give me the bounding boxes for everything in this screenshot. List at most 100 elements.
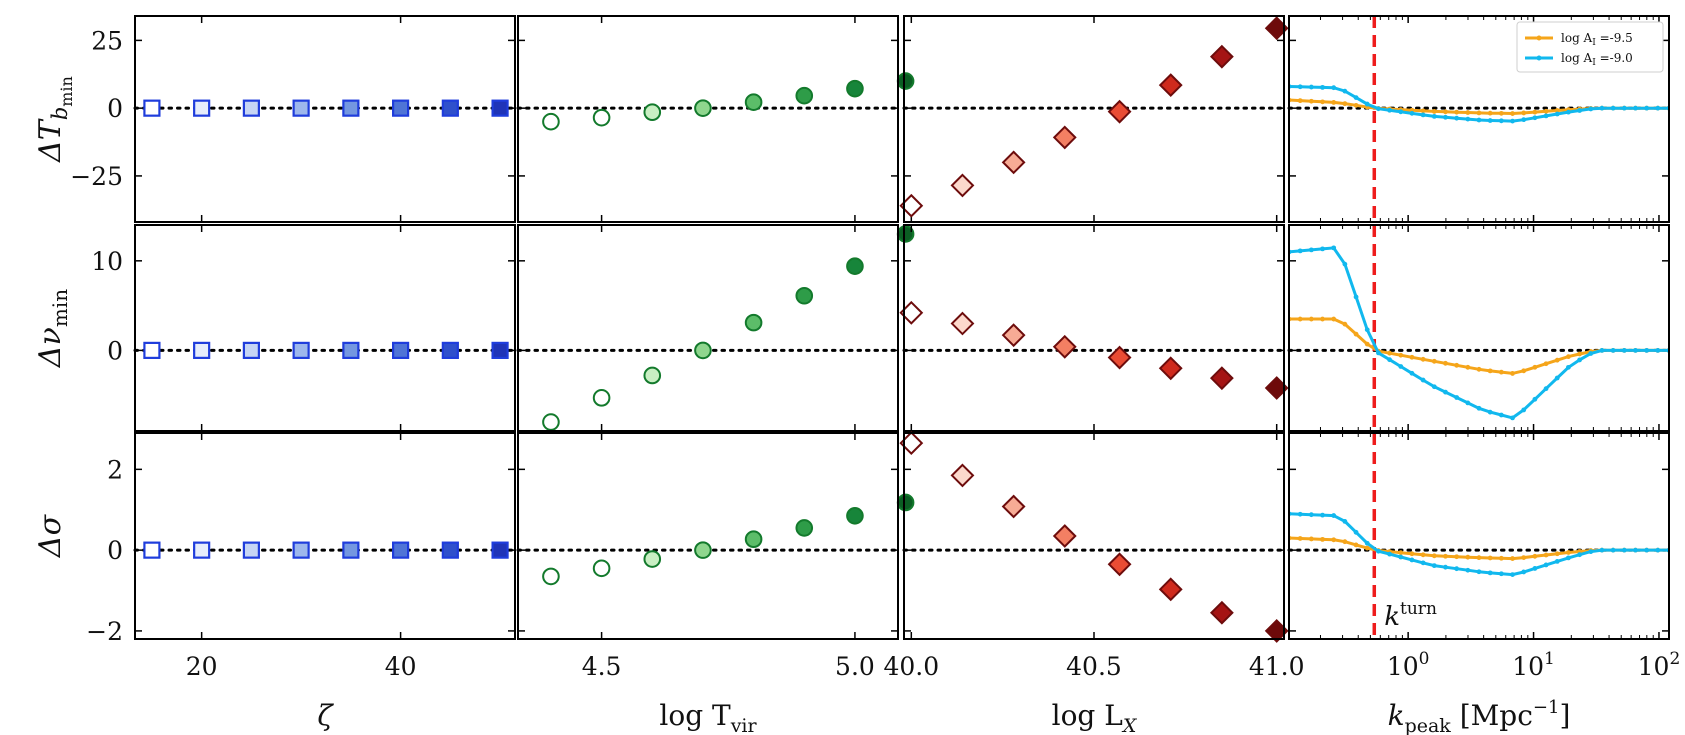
curve-point-a90 bbox=[1431, 384, 1437, 390]
panel-frame bbox=[1288, 224, 1670, 432]
curve-point-a90 bbox=[1320, 512, 1325, 518]
curve-point-a95 bbox=[1476, 366, 1482, 372]
x-tick-label: 40 bbox=[385, 652, 417, 681]
curve-point-a95 bbox=[1543, 552, 1549, 558]
panel-frame bbox=[1288, 432, 1670, 640]
panel-frame bbox=[517, 224, 899, 432]
panel-dT-lx bbox=[899, 15, 1289, 223]
x-tick-label: 102 bbox=[1638, 649, 1681, 681]
curve-point-a95 bbox=[1554, 551, 1560, 557]
curve-point-a90 bbox=[1387, 551, 1392, 557]
data-point-diamond bbox=[1107, 99, 1132, 124]
y-axis-label: ΔTbmin bbox=[33, 76, 76, 163]
data-point-square bbox=[193, 341, 211, 359]
data-point-circle bbox=[542, 112, 560, 131]
data-point-circle bbox=[744, 313, 763, 332]
curve-point-a90 bbox=[1498, 412, 1504, 418]
data-point-circle bbox=[896, 72, 915, 90]
data-point-diamond bbox=[1158, 356, 1183, 381]
curve-point-a95 bbox=[1521, 368, 1527, 374]
curve-point-a90 bbox=[1577, 108, 1582, 113]
y-tick-label: 2 bbox=[107, 455, 123, 484]
data-point-square bbox=[441, 541, 459, 559]
data-point-square bbox=[441, 341, 459, 359]
curve-point-a90 bbox=[1644, 105, 1650, 111]
curve-point-a90 bbox=[1443, 389, 1448, 395]
legend-swatch-marker bbox=[1536, 35, 1542, 41]
curve-point-a95 bbox=[1364, 341, 1370, 347]
panel-frame bbox=[1288, 15, 1670, 223]
curve-point-a95 bbox=[1331, 537, 1337, 543]
data-point-square bbox=[491, 341, 509, 359]
curve-point-a90 bbox=[1331, 85, 1337, 91]
curve-point-a90 bbox=[1476, 117, 1482, 123]
curve-point-a90 bbox=[1655, 547, 1661, 553]
panel-frame bbox=[903, 15, 1285, 223]
curve-point-a90 bbox=[1588, 106, 1594, 112]
curve-point-a95 bbox=[1465, 110, 1471, 115]
y-tick-label: −25 bbox=[70, 162, 123, 191]
curve-point-a90 bbox=[1543, 562, 1549, 568]
curve-point-a95 bbox=[1566, 354, 1571, 360]
panel-dsig-zeta: 2 0 −2 bbox=[86, 432, 517, 646]
curve-point-a90 bbox=[1398, 554, 1404, 560]
data-point-square bbox=[292, 541, 310, 559]
x-axis-label: log LX bbox=[1052, 699, 1138, 735]
x-label-sub: peak bbox=[1405, 715, 1452, 735]
panel-dsig-lx bbox=[899, 431, 1289, 643]
curve-point-a90 bbox=[1588, 351, 1594, 356]
data-point-diamond bbox=[1001, 150, 1026, 175]
legend-label-sub: I bbox=[1592, 38, 1596, 48]
panel-dnu-kpeak bbox=[1287, 224, 1671, 432]
y-tick-label: 10 bbox=[91, 247, 123, 276]
curve-point-a90 bbox=[1566, 109, 1571, 115]
panel-frame bbox=[903, 224, 1285, 432]
curve-point-a90 bbox=[1342, 261, 1348, 267]
data-point-diamond bbox=[1107, 345, 1132, 370]
panel-dsig-tvir bbox=[516, 432, 915, 640]
curve-point-a90 bbox=[1409, 370, 1415, 376]
curve-point-a90 bbox=[1621, 347, 1627, 353]
legend-box bbox=[1516, 21, 1664, 73]
curve-point-a95 bbox=[1476, 555, 1482, 561]
data-point-square bbox=[242, 541, 260, 559]
curve-point-a95 bbox=[1554, 357, 1560, 363]
curve-point-a95 bbox=[1498, 110, 1504, 116]
data-point-square bbox=[143, 341, 161, 359]
curve-point-a90 bbox=[1610, 347, 1616, 353]
curve-point-a90 bbox=[1599, 547, 1605, 553]
curve-point-a95 bbox=[1364, 545, 1370, 551]
data-point-circle bbox=[846, 79, 864, 98]
curve-point-a90 bbox=[1398, 364, 1404, 369]
curve-point-a90 bbox=[1387, 357, 1392, 363]
curve-point-a90 bbox=[1621, 547, 1627, 553]
x-tick-label: 100 bbox=[1387, 649, 1430, 681]
curve-point-a95 bbox=[1510, 111, 1515, 116]
data-point-circle bbox=[694, 99, 712, 117]
curve-point-a90 bbox=[1487, 409, 1493, 415]
panel-frame bbox=[517, 15, 899, 223]
curve-point-a90 bbox=[1633, 105, 1638, 111]
data-point-diamond bbox=[1001, 323, 1026, 348]
y-tick-label: 25 bbox=[91, 26, 123, 55]
data-point-circle bbox=[795, 519, 814, 537]
curve-point-a90 bbox=[1376, 548, 1381, 554]
data-point-diamond bbox=[1052, 334, 1077, 359]
curve-point-a90 bbox=[1297, 248, 1303, 254]
curve-point-a90 bbox=[1554, 111, 1560, 117]
y-tick-label: 0 bbox=[107, 94, 123, 123]
x-tick-label: 20 bbox=[186, 652, 218, 681]
k-turn-main: k bbox=[1384, 602, 1400, 632]
curve-point-a90 bbox=[1376, 350, 1381, 356]
curve-point-a95 bbox=[1342, 539, 1348, 545]
curve-point-a90 bbox=[1465, 116, 1471, 122]
curve-point-a95 bbox=[1353, 331, 1359, 337]
curve-point-a95 bbox=[1454, 362, 1460, 368]
k-turn-sup: turn bbox=[1400, 599, 1437, 619]
data-point-square bbox=[342, 99, 360, 117]
curve-point-a95 bbox=[1454, 109, 1460, 115]
curve-point-a90 bbox=[1308, 84, 1314, 90]
curve-point-a95 bbox=[1308, 536, 1314, 542]
curve-point-a95 bbox=[1420, 552, 1426, 558]
